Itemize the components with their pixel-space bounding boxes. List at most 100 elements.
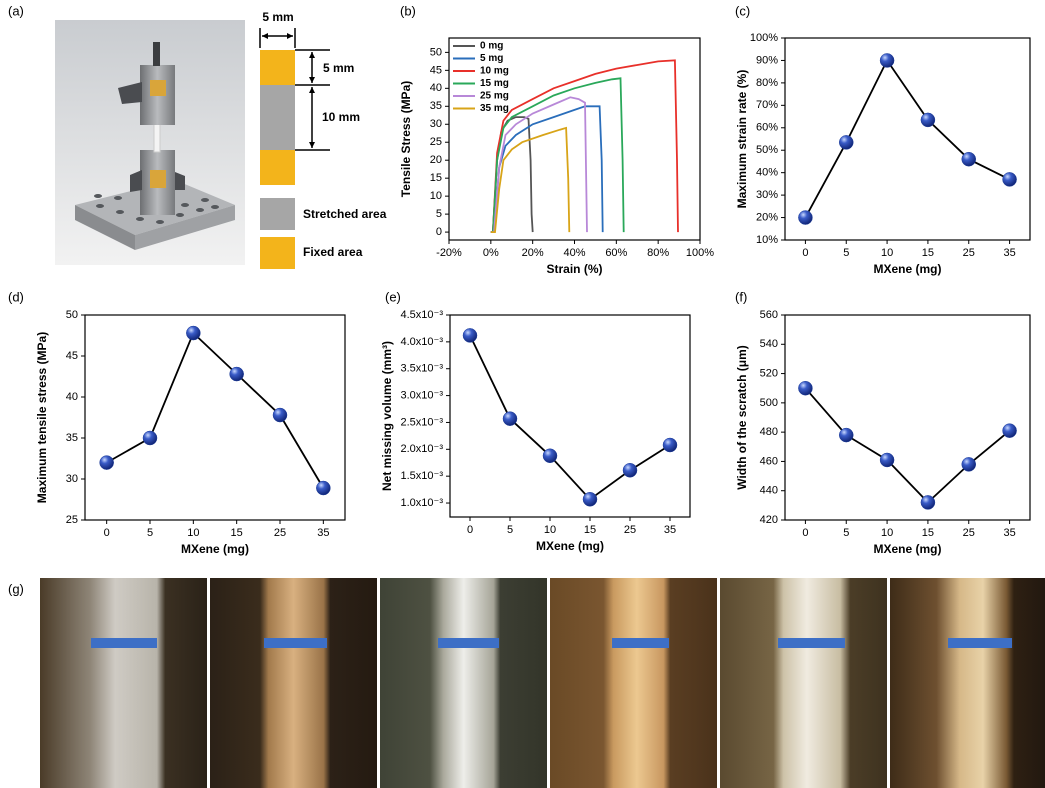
x-tick-label: 15 <box>922 247 934 259</box>
x-tick-label: 10 <box>544 524 556 536</box>
legend-label: 0 mg <box>480 41 503 52</box>
y-tick-label: 15 <box>430 172 442 184</box>
y-tick-label: 540 <box>760 338 778 350</box>
dimension-label: 10 mm <box>322 110 360 124</box>
y-tick-label: 40% <box>756 167 778 179</box>
y-tick-label: 3.0x10⁻³ <box>401 389 444 401</box>
data-point <box>920 495 936 510</box>
x-tick-label: 20% <box>522 247 544 259</box>
panel-label: (g) <box>8 581 24 596</box>
dimension-label: 5 mm <box>262 10 293 24</box>
y-tick-label: 30 <box>430 118 442 130</box>
x-tick-label: 25 <box>963 247 975 259</box>
y-tick-label: 60% <box>756 122 778 134</box>
legend-label: 15 mg <box>480 78 509 89</box>
legend-label: Fixed area <box>303 245 363 259</box>
series-line <box>490 126 571 233</box>
x-tick-label: 40% <box>563 247 585 259</box>
data-point <box>272 407 288 423</box>
panel-label: (e) <box>385 289 401 304</box>
y-tick-label: 30 <box>66 473 78 485</box>
y-axis-title: Width of the scratch (μm) <box>735 345 749 490</box>
y-tick-label: 500 <box>760 397 778 409</box>
data-point <box>798 380 813 396</box>
x-axis-title: MXene (mg) <box>873 542 941 556</box>
x-axis-title: MXene (mg) <box>536 539 604 553</box>
y-tick-label: 20% <box>756 211 778 223</box>
x-tick-label: 0 <box>802 247 808 259</box>
y-tick-label: 1.0x10⁻³ <box>401 497 444 509</box>
x-tick-label: 10 <box>881 247 893 259</box>
data-point <box>798 210 813 225</box>
sample-schematic <box>259 28 330 269</box>
x-axis-title: MXene (mg) <box>873 262 941 276</box>
x-tick-label: 25 <box>274 527 286 539</box>
data-point <box>229 366 244 382</box>
x-tick-label: 10 <box>187 527 199 539</box>
data-point <box>961 151 976 167</box>
x-axis-title: MXene (mg) <box>181 542 249 556</box>
x-tick-label: 5 <box>843 247 849 259</box>
x-axis-title: Strain (%) <box>546 262 602 276</box>
data-point <box>186 325 201 341</box>
y-axis-title: Maximum tensile stress (MPa) <box>35 332 49 503</box>
data-point <box>839 135 854 150</box>
plot-frame <box>784 314 1031 521</box>
x-tick-label: 0 <box>104 527 110 539</box>
data-point <box>1002 423 1017 438</box>
legend-label: 5 mg <box>480 53 503 64</box>
y-tick-label: 35 <box>66 432 78 444</box>
y-tick-label: 90% <box>756 54 778 66</box>
y-tick-label: 25 <box>66 514 78 526</box>
x-tick-label: 35 <box>664 524 676 536</box>
x-tick-label: 60% <box>605 247 627 259</box>
y-tick-label: 40 <box>66 391 78 403</box>
y-tick-label: 0 <box>436 226 442 238</box>
x-tick-label: 5 <box>843 527 849 539</box>
data-point <box>839 427 854 443</box>
series-line <box>804 58 1010 219</box>
plot-frame <box>784 37 1031 241</box>
x-tick-label: 35 <box>1003 527 1015 539</box>
y-tick-label: 460 <box>760 455 778 467</box>
y-axis-title: Tensile Stress (MPa) <box>399 81 413 197</box>
data-point <box>99 455 114 470</box>
series-line <box>469 335 671 501</box>
x-tick-label: 0% <box>483 247 499 259</box>
panel-label: (c) <box>735 3 750 18</box>
x-tick-label: 25 <box>963 527 975 539</box>
panel-label: (b) <box>400 3 416 18</box>
x-tick-label: 35 <box>317 527 329 539</box>
plot-frame <box>84 314 346 521</box>
data-point <box>316 480 331 496</box>
y-tick-label: 4.5x10⁻³ <box>401 309 444 321</box>
data-point <box>622 463 638 478</box>
y-tick-label: 3.5x10⁻³ <box>401 363 444 375</box>
data-point <box>582 492 598 507</box>
y-tick-label: 70% <box>756 99 778 111</box>
legend-label: 10 mg <box>480 66 509 77</box>
y-tick-label: 520 <box>760 367 778 379</box>
y-tick-label: 440 <box>760 485 778 497</box>
y-tick-label: 420 <box>760 514 778 526</box>
data-point <box>879 53 895 68</box>
y-tick-label: 25 <box>430 136 442 148</box>
data-point <box>462 328 478 343</box>
series-line <box>490 77 625 233</box>
x-tick-label: 15 <box>584 524 596 536</box>
y-tick-label: 2.5x10⁻³ <box>401 416 444 428</box>
panel-label: (f) <box>735 289 747 304</box>
x-tick-label: 0 <box>802 527 808 539</box>
y-tick-label: 10 <box>430 190 442 202</box>
legend-label: Stretched area <box>303 207 387 221</box>
panel-label: (d) <box>8 289 24 304</box>
y-tick-label: 1.5x10⁻³ <box>401 470 444 482</box>
x-tick-label: 0 <box>467 524 473 536</box>
y-tick-label: 100% <box>750 32 778 44</box>
series-line <box>804 387 1011 504</box>
y-tick-label: 40 <box>430 82 442 94</box>
legend-label: 25 mg <box>480 91 509 102</box>
y-tick-label: 80% <box>756 77 778 89</box>
